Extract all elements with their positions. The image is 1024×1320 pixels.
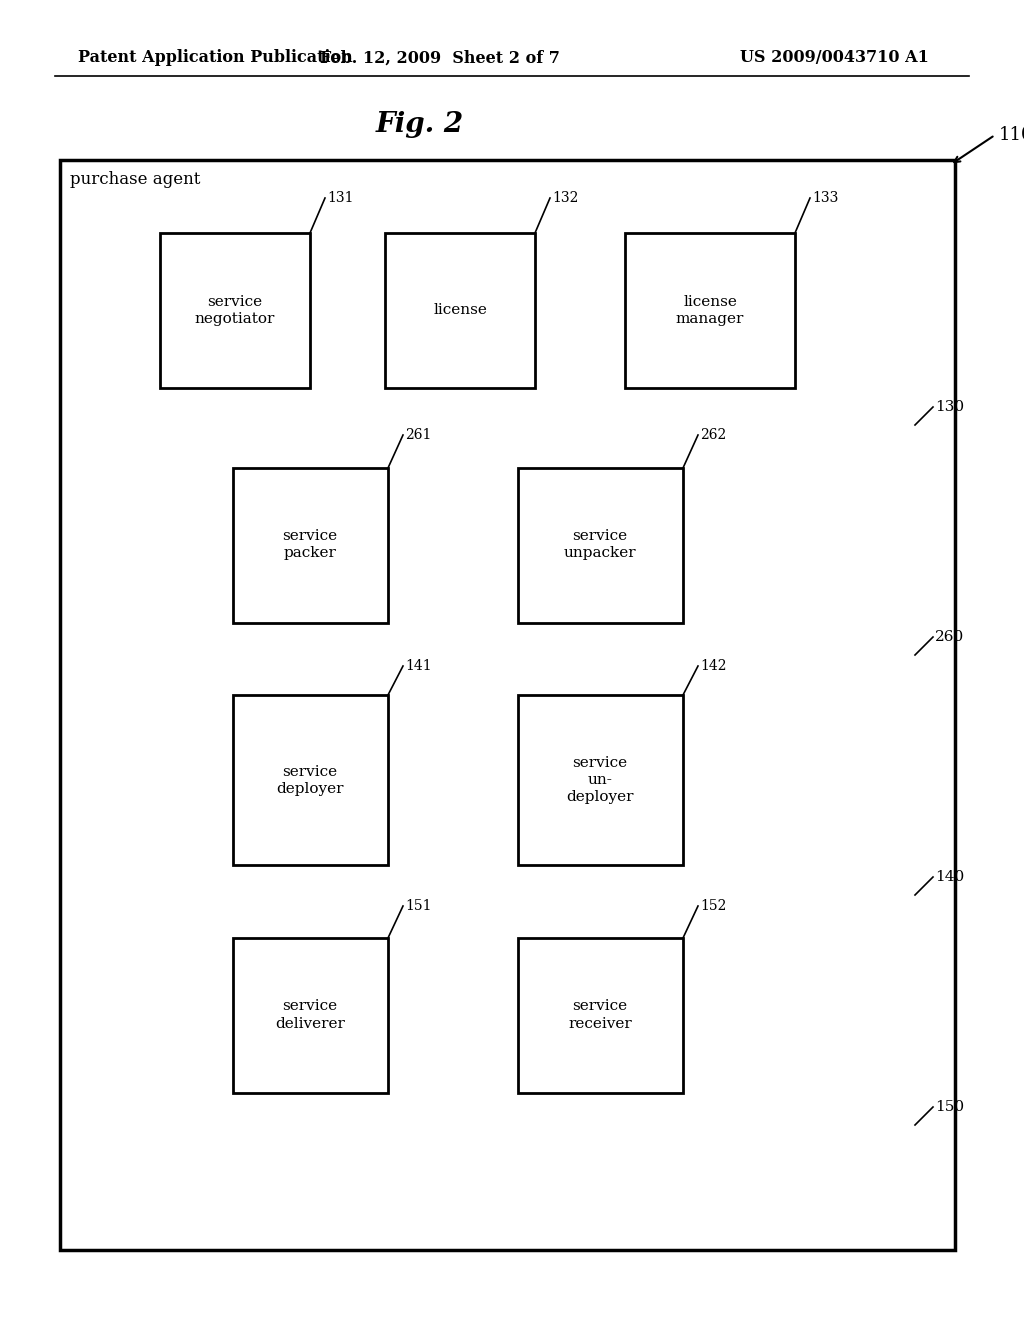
- Bar: [385, 234, 535, 388]
- Text: license: license: [683, 294, 737, 309]
- Text: 130: 130: [935, 400, 965, 414]
- Bar: [95, 906, 915, 1125]
- Bar: [60, 160, 955, 1250]
- Text: service: service: [572, 529, 628, 544]
- Text: service: service: [208, 294, 262, 309]
- Bar: [233, 939, 388, 1093]
- Text: receiver: receiver: [568, 1016, 632, 1031]
- Text: 131: 131: [327, 191, 353, 205]
- Text: negotiator: negotiator: [195, 312, 275, 326]
- Text: 152: 152: [700, 899, 726, 913]
- Text: 262: 262: [700, 428, 726, 442]
- Text: service: service: [572, 756, 628, 770]
- Text: license: license: [433, 304, 487, 317]
- Text: deployer: deployer: [566, 789, 634, 804]
- Bar: [518, 939, 683, 1093]
- Bar: [95, 665, 915, 895]
- Text: 150: 150: [935, 1100, 965, 1114]
- Text: US 2009/0043710 A1: US 2009/0043710 A1: [740, 49, 929, 66]
- Text: 110: 110: [999, 125, 1024, 144]
- Bar: [233, 469, 388, 623]
- Text: 142: 142: [700, 659, 726, 673]
- Text: Feb. 12, 2009  Sheet 2 of 7: Feb. 12, 2009 Sheet 2 of 7: [321, 49, 560, 66]
- Text: purchase agent: purchase agent: [70, 172, 201, 189]
- Text: 140: 140: [935, 870, 965, 884]
- Text: Fig. 2: Fig. 2: [376, 111, 464, 139]
- Text: service: service: [283, 529, 338, 544]
- Text: packer: packer: [284, 546, 337, 561]
- Text: 133: 133: [812, 191, 839, 205]
- Text: 260: 260: [935, 630, 965, 644]
- Text: deliverer: deliverer: [275, 1016, 345, 1031]
- Text: manager: manager: [676, 312, 744, 326]
- Text: un-: un-: [588, 774, 612, 787]
- Text: 151: 151: [406, 899, 431, 913]
- Text: service: service: [283, 999, 338, 1014]
- Bar: [518, 696, 683, 865]
- Bar: [95, 195, 915, 425]
- Bar: [160, 234, 310, 388]
- Bar: [233, 696, 388, 865]
- Bar: [518, 469, 683, 623]
- Text: service: service: [283, 764, 338, 779]
- Text: deployer: deployer: [276, 781, 344, 796]
- Text: service: service: [572, 999, 628, 1014]
- Bar: [625, 234, 795, 388]
- Text: 132: 132: [552, 191, 579, 205]
- Text: 261: 261: [406, 428, 431, 442]
- Bar: [95, 436, 915, 655]
- Text: unpacker: unpacker: [563, 546, 636, 561]
- Text: Patent Application Publication: Patent Application Publication: [78, 49, 352, 66]
- Text: 141: 141: [406, 659, 432, 673]
